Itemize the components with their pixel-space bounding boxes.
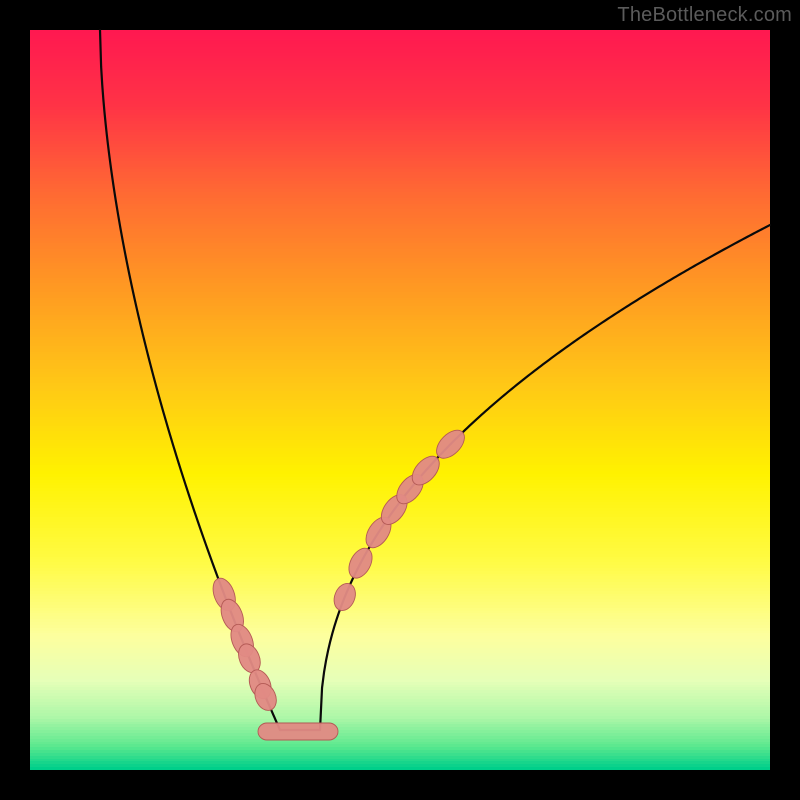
marker-right (330, 580, 359, 613)
marker-right (344, 544, 377, 582)
curves-layer (0, 0, 800, 800)
curve-right (320, 225, 770, 730)
marker-valley-pill (258, 723, 338, 740)
outer-black-frame: TheBottleneck.com (0, 0, 800, 800)
watermark-text: TheBottleneck.com (617, 4, 792, 27)
curve-left (100, 30, 280, 730)
